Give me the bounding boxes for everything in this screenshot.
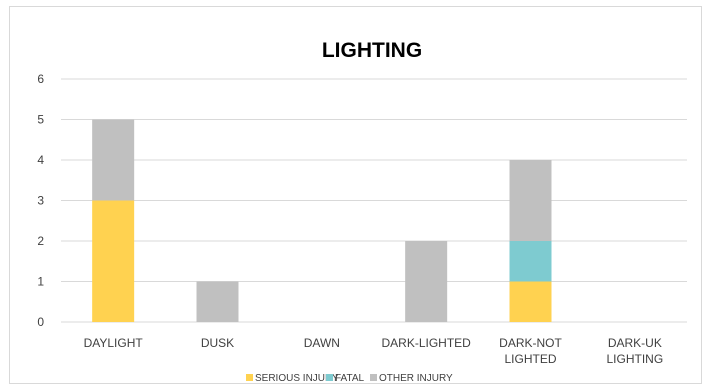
bar-segment	[405, 241, 448, 322]
chart-frame: LIGHTING 0 1 2 3 4 5 6 DAYLIGHT DUSK DAWN DARK-LI…	[9, 6, 702, 384]
chart-title: LIGHTING	[322, 39, 422, 62]
y-tick-label: 1	[37, 275, 44, 289]
y-tick-label: 0	[37, 315, 44, 329]
x-category-label: DARK-UK	[608, 336, 662, 350]
legend-label: OTHER INJURY	[379, 373, 453, 384]
bar-segment	[509, 241, 552, 282]
x-category-label: DAWN	[304, 336, 340, 350]
x-axis-categories: DAYLIGHT DUSK DAWN DARK-LIGHTED DARK-NOT LIGH…	[84, 336, 664, 366]
legend-swatch	[370, 374, 377, 381]
x-category-label: DARK-NOT	[499, 336, 562, 350]
gridlines	[61, 78, 687, 323]
bar-segment	[92, 200, 135, 322]
bar-segment	[509, 281, 552, 322]
bar-segment	[196, 281, 239, 322]
x-category-label: DAYLIGHT	[84, 336, 144, 350]
legend-swatch	[246, 374, 253, 381]
y-tick-label: 2	[37, 234, 44, 248]
bar-segment	[509, 160, 552, 241]
y-tick-label: 4	[37, 153, 44, 167]
x-category-label: DUSK	[201, 336, 234, 350]
x-category-label: DARK-LIGHTED	[381, 336, 471, 350]
legend-swatch	[326, 374, 333, 381]
legend-label: SERIOUS INJURY	[255, 373, 339, 384]
bar-segment	[92, 119, 135, 201]
y-tick-label: 5	[37, 113, 44, 127]
x-category-label: LIGHTED	[504, 352, 556, 366]
y-axis-ticks: 0 1 2 3 4 5 6	[37, 72, 44, 329]
x-category-label: LIGHTING	[606, 352, 663, 366]
lighting-chart: LIGHTING 0 1 2 3 4 5 6 DAYLIGHT DUSK DAWN DARK-LI…	[37, 39, 687, 384]
bars	[92, 119, 552, 322]
y-tick-label: 3	[37, 194, 44, 208]
y-tick-label: 6	[37, 72, 44, 86]
legend-label: FATAL	[335, 373, 365, 384]
